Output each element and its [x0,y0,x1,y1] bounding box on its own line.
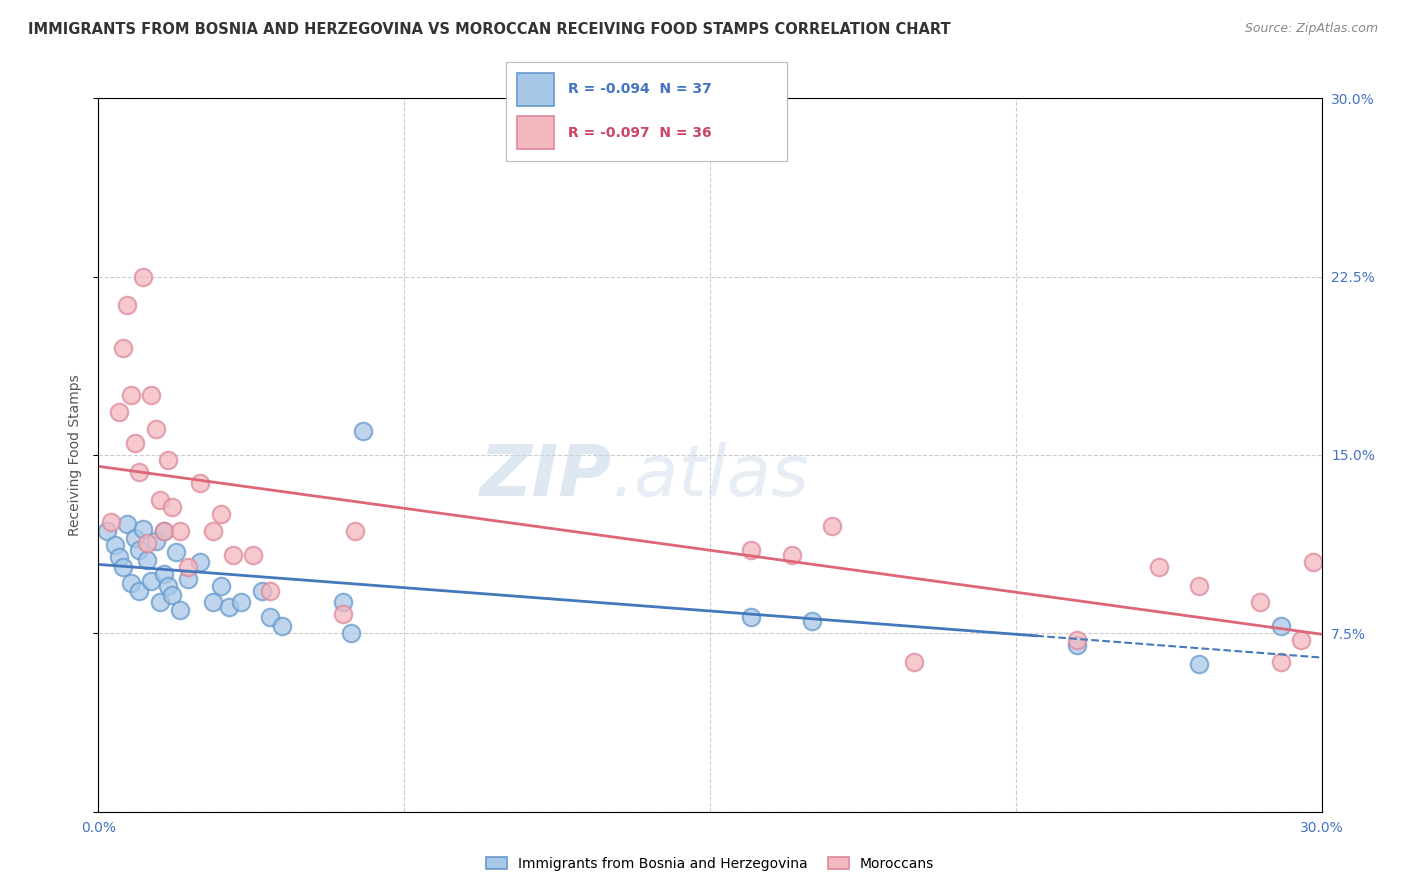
Point [111,559,134,574]
Point [1270,619,1292,633]
Point [231,595,253,609]
Point [1291,633,1313,648]
Point [104,538,127,552]
Y-axis label: Receiving Food Stamps: Receiving Food Stamps [69,374,83,536]
Point [1188,579,1211,593]
Point [149,493,172,508]
Text: ZIP: ZIP [479,442,612,511]
Point [136,536,159,550]
Point [132,269,155,284]
Point [188,555,212,569]
Point [108,405,131,419]
Point [96,524,118,538]
Point [156,579,179,593]
Point [332,595,354,609]
Point [352,424,374,438]
Point [1188,657,1211,672]
Point [201,524,224,538]
Point [1270,655,1292,669]
Point [152,524,174,538]
Point [188,476,212,491]
Point [124,436,146,450]
Text: Source: ZipAtlas.com: Source: ZipAtlas.com [1244,22,1378,36]
Point [259,583,281,598]
Point [136,552,159,566]
Point [152,566,174,581]
Legend: Immigrants from Bosnia and Herzegovina, Moroccans: Immigrants from Bosnia and Herzegovina, … [481,851,939,876]
Point [821,519,844,533]
Text: IMMIGRANTS FROM BOSNIA AND HERZEGOVINA VS MOROCCAN RECEIVING FOOD STAMPS CORRELA: IMMIGRANTS FROM BOSNIA AND HERZEGOVINA V… [28,22,950,37]
Point [149,595,172,609]
Bar [517,73,554,105]
Point [340,626,363,640]
Point [141,388,163,402]
Point [128,583,150,598]
Point [740,543,762,558]
Point [780,548,803,562]
Point [169,602,191,616]
Point [201,595,224,609]
Point [169,524,191,538]
Point [120,576,142,591]
Point [115,516,138,531]
Point [128,543,150,558]
Point [250,583,273,598]
Point [145,533,167,548]
Point [165,545,187,559]
Point [344,524,367,538]
Point [1147,559,1170,574]
Text: .atlas: .atlas [612,442,810,511]
Point [270,619,294,633]
Point [209,508,232,522]
Point [1249,595,1271,609]
Point [120,388,142,402]
Point [332,607,354,622]
Point [145,422,167,436]
Point [156,452,179,467]
Point [124,531,146,545]
Point [132,522,155,536]
Point [209,579,232,593]
Text: R = -0.094  N = 37: R = -0.094 N = 37 [568,82,711,96]
Point [222,548,245,562]
Point [801,615,824,629]
Point [242,548,264,562]
Point [115,298,138,312]
Point [141,574,163,588]
Point [160,588,183,602]
Point [1066,633,1088,648]
Point [108,550,131,565]
Point [100,515,122,529]
Point [152,524,174,538]
Point [1066,638,1088,652]
Point [160,500,183,515]
Point [903,655,925,669]
Bar [517,117,554,149]
Point [177,572,200,586]
Point [177,559,200,574]
Point [111,341,134,355]
Point [259,609,281,624]
Point [740,609,762,624]
Point [1302,555,1324,569]
Point [218,600,240,615]
Point [128,465,150,479]
Text: R = -0.097  N = 36: R = -0.097 N = 36 [568,126,711,139]
